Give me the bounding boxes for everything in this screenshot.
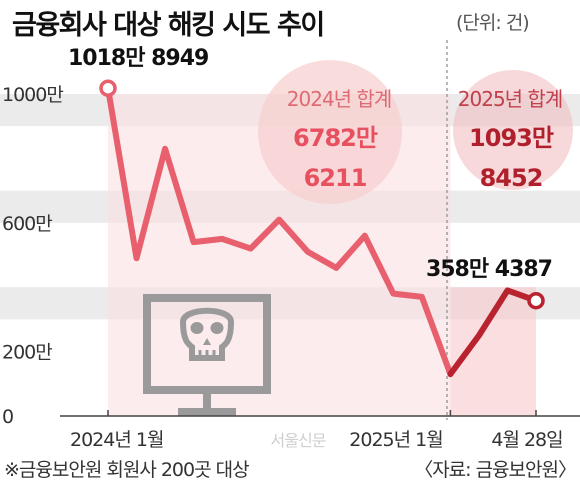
monitor-skull-icon bbox=[143, 294, 271, 416]
summary-2024-value1: 6782만 bbox=[293, 124, 378, 152]
data-label: 1018만 8949 bbox=[68, 46, 208, 71]
unit-label: (단위: 건) bbox=[456, 12, 530, 34]
y-tick-label: 600만 bbox=[2, 213, 52, 235]
watermark: 서울신문 bbox=[271, 431, 326, 450]
y-tick-label: 200만 bbox=[2, 342, 52, 364]
summary-2025-value1: 1093만 bbox=[469, 124, 554, 152]
area-2025 bbox=[450, 287, 536, 416]
y-tick-label: 1000만 bbox=[2, 84, 63, 106]
series-line-2025 bbox=[447, 287, 539, 378]
summary-2025-label: 2025년 합계 bbox=[458, 87, 562, 111]
summary-2024-circle bbox=[258, 60, 402, 204]
source-note: 〈자료: 금융보안원〉 bbox=[414, 459, 577, 481]
summary-2024-label: 2024년 합계 bbox=[287, 87, 391, 111]
chart-title: 금융회사 대상 해킹 시도 추이 bbox=[12, 10, 325, 41]
footnote: ※금융보안원 회원사 200곳 대상 bbox=[4, 459, 250, 481]
data-point-start bbox=[99, 79, 117, 97]
summary-2025-circle bbox=[453, 70, 573, 190]
data-point-end bbox=[527, 291, 545, 310]
summary-2024-value2: 6211 bbox=[304, 164, 367, 192]
y-tick-label: 0 bbox=[2, 406, 13, 428]
series-line-2024 bbox=[105, 85, 454, 378]
x-tick-label: 4월 28일 bbox=[491, 429, 562, 451]
summary-2025-value2: 8452 bbox=[480, 164, 543, 192]
x-tick-label: 2025년 1월 bbox=[349, 429, 442, 451]
x-tick-label: 2024년 1월 bbox=[70, 429, 163, 451]
data-label: 358만 4387 bbox=[426, 257, 552, 282]
